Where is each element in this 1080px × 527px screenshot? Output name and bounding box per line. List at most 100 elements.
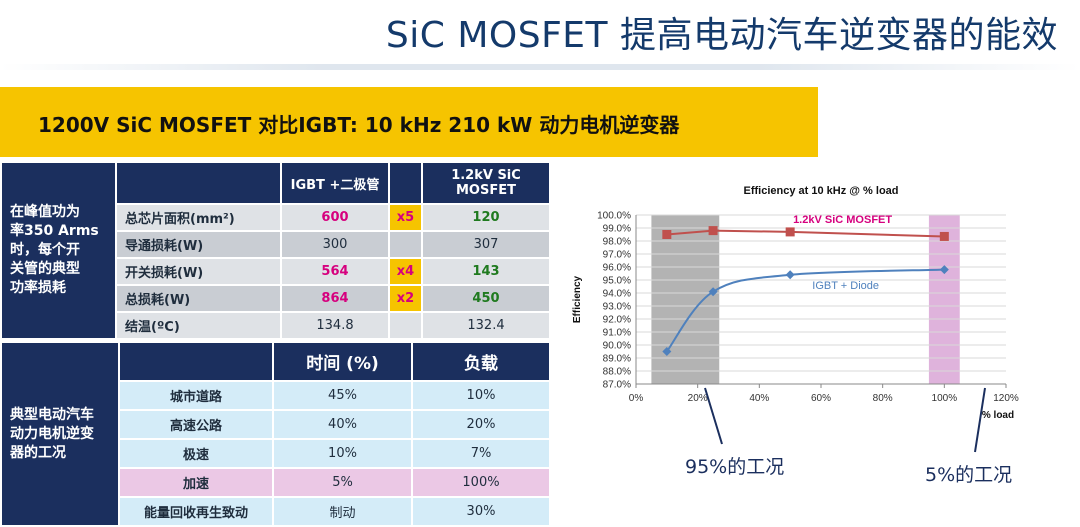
efficiency-chart-svg: 87.0% 88.0% 89.0% 90.0% 91.0% 92.0% 93.0% 94.0%… (572, 185, 1019, 421)
load-value: 20% (411, 409, 551, 440)
y-tick-label: 93.0% (603, 302, 631, 313)
time-value: 40% (272, 409, 413, 440)
data-point (708, 226, 718, 236)
series-line (666, 268, 945, 353)
col-header-load: 负载 (411, 341, 551, 382)
y-tick-label: 100.0% (597, 211, 631, 222)
series-label: IGBT + Diode (812, 280, 879, 292)
annotation-5-percent: 5%的工况 (925, 464, 1013, 486)
data-point (939, 265, 949, 275)
x-tick-label: 0% (629, 393, 644, 404)
load-value: 7% (411, 438, 551, 469)
table-row: 总损耗(W) 864 x2 450 (1, 284, 551, 313)
arrow-left (704, 387, 723, 445)
multiplier-badge: x5 (388, 203, 423, 232)
row-label: 加速 (118, 467, 274, 498)
data-point (662, 230, 672, 239)
x-tick-label: 60% (811, 393, 831, 404)
col-header-sic: 1.2kV SiC MOSFET (421, 161, 551, 205)
col-header-time: 时间 (%) (272, 341, 413, 382)
y-tick-label: 91.0% (603, 328, 631, 339)
igbt-value: 564 (280, 257, 390, 286)
table-row: 能量回收再生致动 制动 30% (1, 496, 551, 527)
sic-value: 307 (421, 230, 551, 259)
multiplier-blank (388, 311, 423, 340)
row-label: 导通损耗(W) (115, 230, 282, 259)
data-point (939, 231, 949, 241)
series-label: 1.2kV SiC MOSFET (793, 214, 892, 226)
multiplier-badge: x2 (388, 284, 423, 313)
table-row: 加速 5% 100% (1, 467, 551, 498)
x-tick-label: 20% (688, 393, 708, 404)
table-row: 极速 10% 7% (1, 438, 551, 469)
multiplier-blank (388, 230, 423, 259)
loss-side-label: 在峰值功为 率350 Arms 时，每个开 关管的典型 功率损耗 (0, 161, 117, 340)
igbt-value: 864 (280, 284, 390, 313)
row-label: 城市道路 (118, 380, 274, 411)
annotation-95-percent: 95%的工况 (685, 456, 785, 478)
time-value: 5% (272, 467, 413, 498)
igbt-value: 600 (280, 203, 390, 232)
y-tick-label: 92.0% (603, 315, 631, 326)
mult-header-blank (388, 161, 423, 205)
sic-value: 450 (421, 284, 551, 313)
igbt-value: 134.8 (280, 311, 390, 340)
row-label: 总芯片面积(mm²) (115, 203, 282, 232)
data-point (708, 287, 718, 297)
x-tick-label: 120% (993, 393, 1019, 404)
data-point (785, 227, 795, 237)
x-tick-label: 40% (749, 393, 769, 404)
shaded-region (651, 215, 720, 384)
table-row: 开关损耗(W) 564 x4 143 (1, 257, 551, 286)
row-label: 结温(ºC) (115, 311, 282, 340)
title-divider (0, 64, 1080, 70)
y-tick-label: 99.0% (603, 224, 631, 235)
series-line (666, 229, 945, 238)
table-row: 高速公路 40% 20% (1, 409, 551, 440)
time-value: 45% (272, 380, 413, 411)
y-tick-label: 88.0% (603, 367, 631, 378)
y-tick-label: 87.0% (603, 380, 631, 391)
slide-title: SiC MOSFET 提高电动汽车逆变器的能效 (385, 15, 1058, 56)
y-tick-label: 94.0% (603, 289, 631, 300)
row-label: 开关损耗(W) (115, 257, 282, 286)
row-label: 总损耗(W) (115, 284, 282, 313)
loss-header-blank (115, 161, 282, 205)
col-header-igbt: IGBT +二极管 (280, 161, 390, 205)
y-axis-label: Efficiency (572, 275, 583, 323)
usage-header-blank (118, 341, 274, 382)
arrow-right (974, 387, 986, 453)
row-label: 能量回收再生致动 (118, 496, 274, 527)
y-tick-label: 98.0% (603, 237, 631, 248)
usage-side-label: 典型电动汽车 动力电机逆变 器的工况 (0, 341, 120, 527)
banner-text: 1200V SiC MOSFET 对比IGBT: 10 kHz 210 kW 动… (38, 113, 680, 137)
y-tick-label: 97.0% (603, 250, 631, 261)
sic-value: 132.4 (421, 311, 551, 340)
sic-value: 120 (421, 203, 551, 232)
driving-profile-table: 典型电动汽车 动力电机逆变 器的工况 时间 (%) 负载 城市道路 45% 10… (0, 341, 551, 527)
y-tick-label: 90.0% (603, 341, 631, 352)
load-value: 30% (411, 496, 551, 527)
comparison-banner: 1200V SiC MOSFET 对比IGBT: 10 kHz 210 kW 动… (0, 87, 818, 157)
shaded-region (928, 215, 960, 384)
table-row: 总芯片面积(mm²) 600 x5 120 (1, 203, 551, 232)
table-row: 城市道路 45% 10% (1, 380, 551, 411)
chart-title: Efficiency at 10 kHz @ % load (744, 185, 899, 197)
table-row: 结温(ºC) 134.8 132.4 (1, 311, 551, 340)
row-label: 高速公路 (118, 409, 274, 440)
load-value: 100% (411, 467, 551, 498)
efficiency-chart: 87.0% 88.0% 89.0% 90.0% 91.0% 92.0% 93.0% 94.0%… (568, 175, 1080, 437)
time-value: 10% (272, 438, 413, 469)
x-axis-label: % load (982, 410, 1014, 421)
y-tick-label: 89.0% (603, 354, 631, 365)
data-point (662, 347, 672, 356)
table-row: 导通损耗(W) 300 307 (1, 230, 551, 259)
data-point (785, 270, 795, 280)
sic-value: 143 (421, 257, 551, 286)
loss-comparison-table: 在峰值功为 率350 Arms 时，每个开 关管的典型 功率损耗 IGBT +二… (0, 161, 551, 340)
multiplier-badge: x4 (388, 257, 423, 286)
load-value: 10% (411, 380, 551, 411)
y-tick-label: 96.0% (603, 263, 631, 274)
x-tick-label: 80% (873, 393, 893, 404)
